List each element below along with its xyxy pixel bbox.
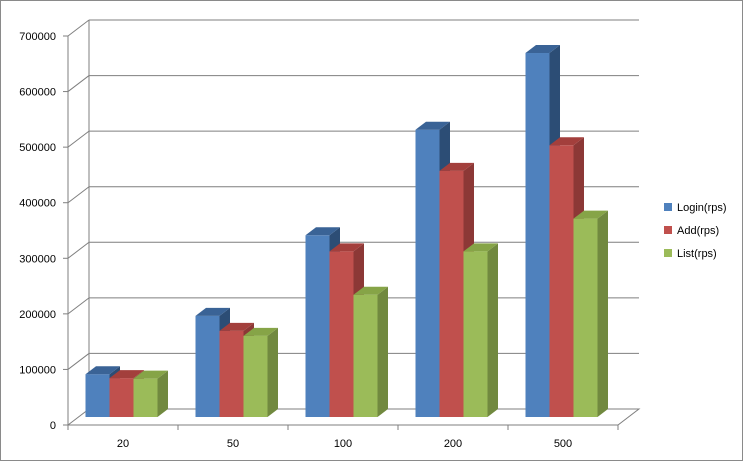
bar-side xyxy=(597,210,608,417)
y-tick-label: 500000 xyxy=(19,142,56,154)
bar-list-rps--500 xyxy=(573,210,608,417)
x-axis-tick-labels: 20 50 100 200 500 xyxy=(117,438,572,450)
x-tick-label: 20 xyxy=(117,438,129,450)
legend-label: List(rps) xyxy=(677,248,717,260)
bar-top xyxy=(549,137,584,146)
bars xyxy=(85,45,608,418)
axes xyxy=(63,35,619,430)
bar-front xyxy=(219,330,244,417)
bar-front xyxy=(549,145,574,417)
bar-top xyxy=(353,286,388,295)
bar-front xyxy=(463,251,488,417)
gridline-side xyxy=(67,353,90,370)
bar-top xyxy=(133,370,168,379)
bar-front xyxy=(573,218,598,417)
bar-front xyxy=(415,129,440,417)
gridline-side xyxy=(67,130,90,148)
bar-top xyxy=(305,227,340,236)
bar-top xyxy=(573,210,608,219)
bar-top xyxy=(243,327,278,336)
y-tick-label: 100000 xyxy=(19,364,56,376)
x-tick-label: 50 xyxy=(227,438,239,450)
bar-list-rps--50 xyxy=(243,327,278,417)
x-tick-label: 200 xyxy=(444,438,462,450)
bar-front xyxy=(353,294,378,417)
x-tick-label: 500 xyxy=(554,438,572,450)
bar-top xyxy=(85,366,120,375)
bar-top xyxy=(195,307,230,316)
bar-front xyxy=(109,378,134,417)
legend-label: Add(rps) xyxy=(677,225,719,237)
bar-top xyxy=(109,370,144,379)
bar-side xyxy=(377,286,388,417)
bar-top xyxy=(219,322,254,331)
bar-side xyxy=(267,327,278,417)
bar-front xyxy=(329,251,354,417)
legend-swatch xyxy=(664,249,672,257)
bar-list-rps--20 xyxy=(133,370,168,417)
bar-list-rps--100 xyxy=(353,286,388,417)
bar-side xyxy=(487,243,498,417)
legend-swatch xyxy=(664,203,672,211)
bar-front xyxy=(85,374,110,417)
y-tick-label: 200000 xyxy=(19,309,56,321)
bar-front xyxy=(439,170,464,417)
gridline-side xyxy=(67,75,90,92)
x-tick-label: 100 xyxy=(334,438,352,450)
bar-list-rps--200 xyxy=(463,243,498,417)
bar-top xyxy=(329,243,364,252)
bar-top xyxy=(439,162,474,171)
legend-item: Add(rps) xyxy=(664,225,719,237)
bar-front xyxy=(243,335,268,417)
legend: Login(rps) Add(rps) List(rps) xyxy=(664,202,727,260)
y-tick-label: 600000 xyxy=(19,87,56,99)
y-tick-label: 300000 xyxy=(19,253,56,265)
bar-front xyxy=(195,315,220,417)
gridline-side xyxy=(67,297,90,315)
bar-top xyxy=(463,243,498,252)
gridline-side xyxy=(67,186,90,204)
legend-item: List(rps) xyxy=(664,248,717,260)
bar-side xyxy=(157,370,168,417)
bar-front xyxy=(133,378,158,417)
legend-swatch xyxy=(664,226,672,234)
gridline-side xyxy=(67,241,90,259)
gridline-side xyxy=(67,19,90,37)
y-tick-label: 400000 xyxy=(19,198,56,210)
bar-front xyxy=(525,53,550,417)
bar-top xyxy=(525,45,560,54)
bar-top xyxy=(415,121,450,130)
y-tick-label: 0 xyxy=(50,420,56,432)
legend-label: Login(rps) xyxy=(677,202,727,214)
y-tick-label: 700000 xyxy=(19,31,56,43)
y-axis-tick-labels: 0 100000 200000 300000 400000 500000 600000 700… xyxy=(19,31,56,432)
bar-front xyxy=(305,235,330,417)
legend-item: Login(rps) xyxy=(664,202,727,214)
